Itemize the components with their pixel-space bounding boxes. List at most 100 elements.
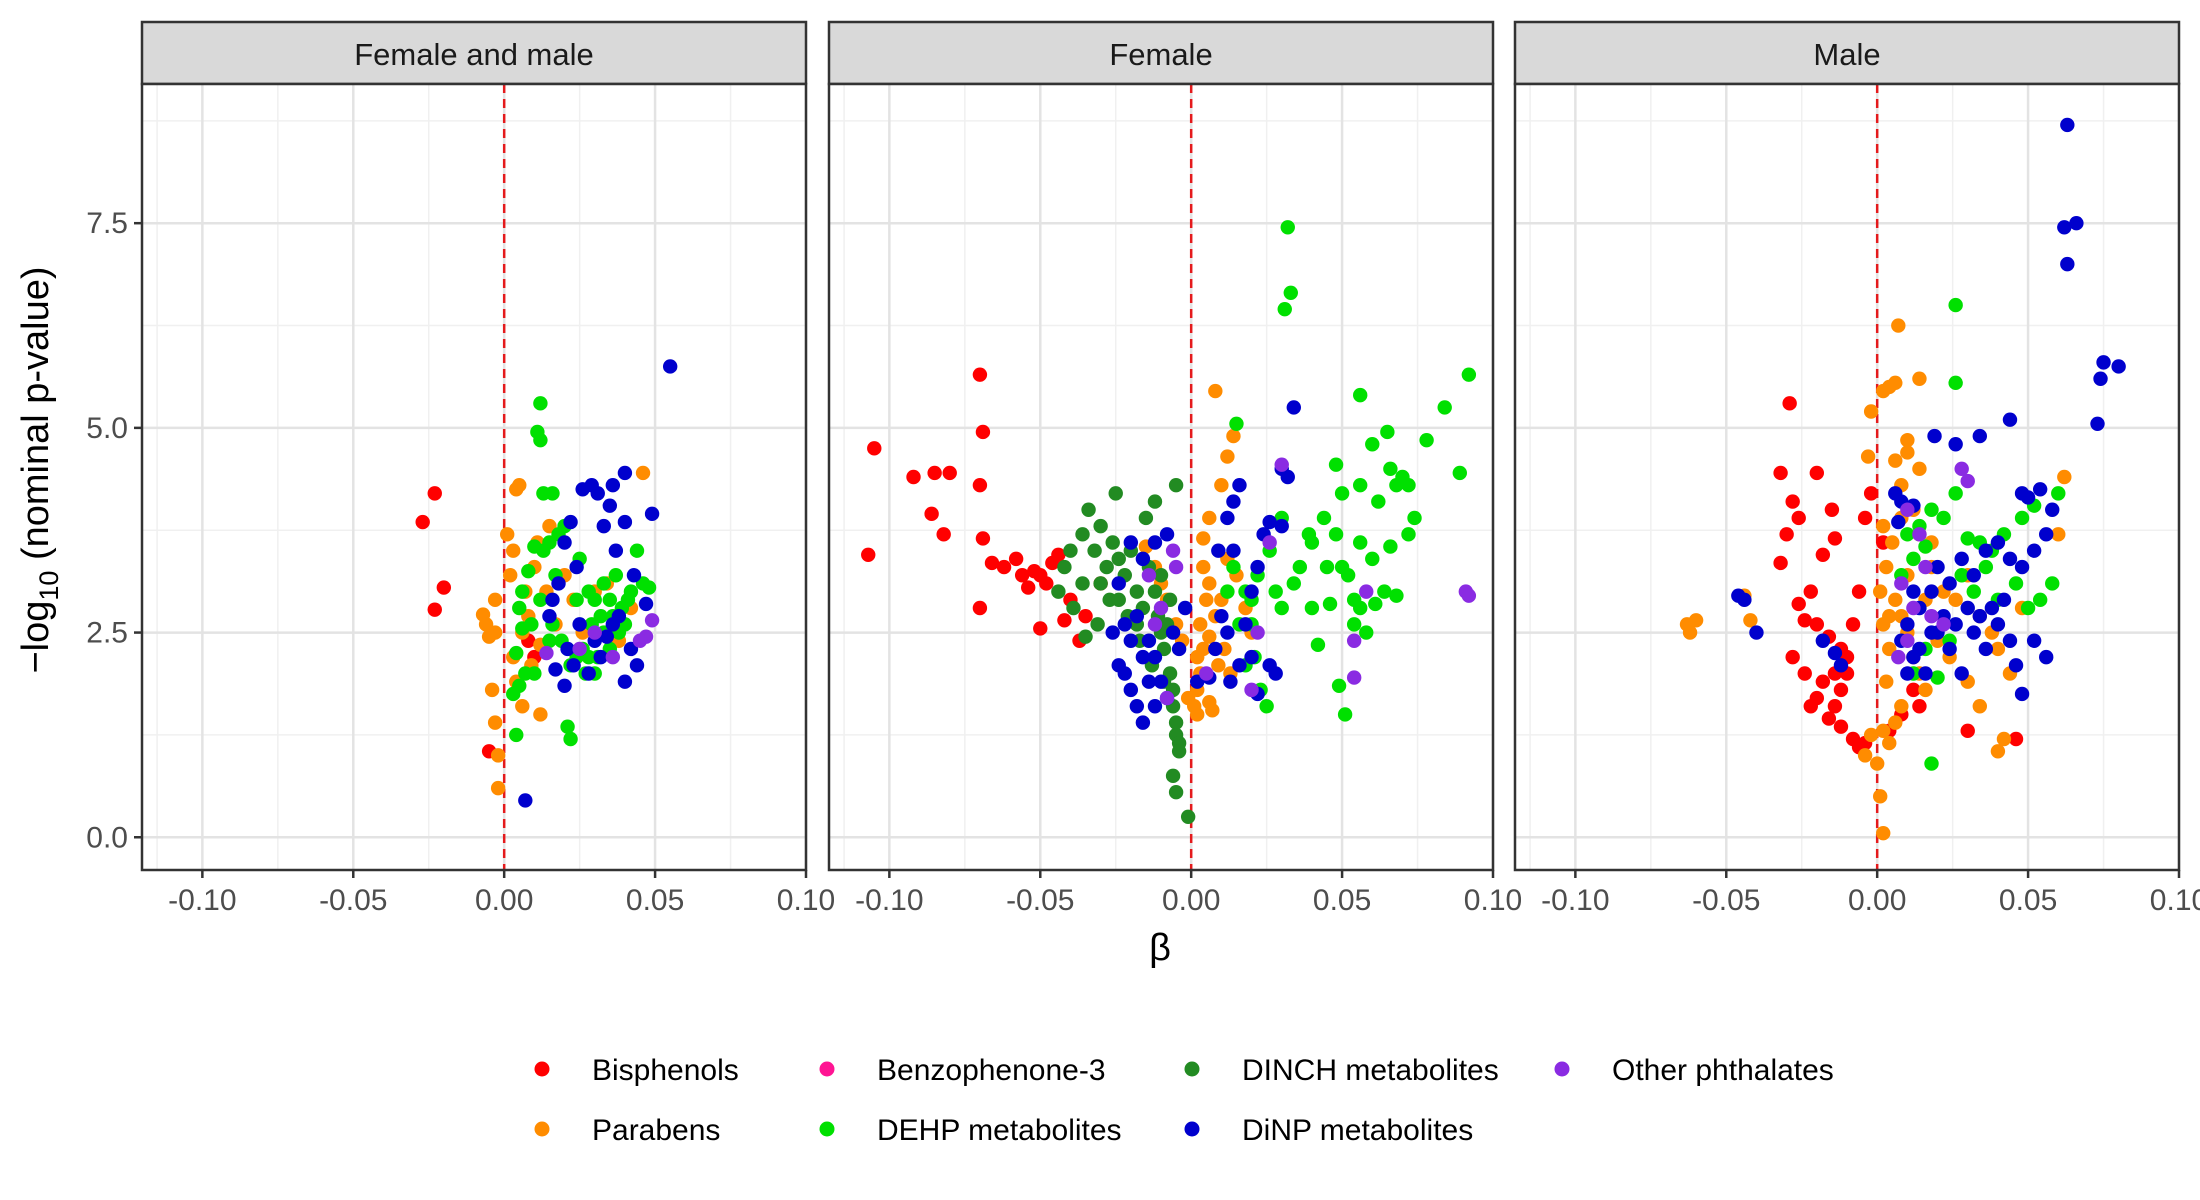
data-point [1168,715,1184,730]
data-point [1918,559,1933,575]
data-point [1996,592,2012,608]
x-tick-label: 0.10 [1464,884,1522,917]
data-point [1845,617,1861,632]
panel-border [1513,82,2181,872]
y-axis-title: −log10 (nominal p-value) [15,266,64,673]
data-point [1220,510,1235,526]
x-tick-label: -0.10 [855,884,923,917]
data-point [1141,674,1157,689]
legend-item: Parabens [534,1114,720,1147]
data-point [1129,584,1145,599]
data-point [2002,551,2018,567]
data-point [629,658,645,673]
data-point [1066,600,1081,616]
data-point [1407,510,1422,526]
x-tick-label: -0.05 [319,884,387,917]
data-point [996,559,1012,575]
data-point [2060,256,2075,272]
data-point [1075,576,1090,591]
data-point [1057,613,1072,628]
x-tick-label: 0.05 [1313,884,1371,917]
data-point [533,707,548,722]
data-point [617,514,633,530]
data-point [1900,445,1915,460]
data-point [1196,641,1211,657]
data-point [509,727,524,743]
data-point [1171,641,1187,657]
data-point [644,506,660,522]
data-point [1803,699,1818,714]
data-point [635,465,651,481]
data-point [436,580,452,595]
data-point [1936,510,1951,526]
data-point [608,568,624,583]
data-point [984,555,1000,571]
data-point [1900,432,1915,448]
data-point [1966,625,1981,640]
legend-key [534,1121,550,1137]
data-point [927,465,942,481]
data-point [972,477,988,493]
data-point [572,617,587,632]
data-point [1888,486,1903,501]
data-point [641,580,657,595]
data-point [596,518,611,534]
series-bisphenols [1773,396,2024,755]
legend-item: DiNP metabolites [1184,1114,1473,1147]
data-point [1078,629,1093,644]
data-point [867,441,882,456]
data-point [1147,494,1163,509]
data-point [629,543,645,558]
data-point [1996,731,2012,747]
data-point [1141,568,1157,583]
data-point [1153,600,1169,616]
data-point [1202,510,1217,526]
legend-item: Bisphenols [534,1054,739,1087]
data-point [1202,576,1217,591]
series-dinp-metabolites [1105,400,1302,730]
data-point [1123,535,1139,550]
data-point [1882,608,1897,624]
data-point [1304,600,1320,616]
x-tick-label: -0.10 [168,884,236,917]
data-point [2026,543,2042,558]
data-point [1168,477,1184,493]
data-point [1117,666,1132,681]
data-point [1873,584,1888,599]
data-point [2069,215,2084,231]
data-point [2093,371,2108,386]
data-point [1220,625,1235,640]
data-point [1966,568,1981,583]
legend-label: Bisphenols [592,1054,739,1087]
data-point [1879,559,1894,575]
data-point [1809,465,1825,481]
x-tick-label: -0.05 [1006,884,1074,917]
data-point [1782,396,1797,411]
data-point [1863,727,1879,743]
data-point [542,608,557,624]
data-point [1244,649,1259,665]
data-point [1108,486,1123,501]
data-point [1135,551,1151,567]
data-point [1322,596,1338,612]
data-point [1900,633,1915,648]
data-point [1942,641,1957,657]
data-point [563,514,578,530]
data-point [1930,670,1945,685]
data-point [1165,543,1181,558]
data-point [1815,633,1831,648]
data-point [1876,825,1891,841]
data-point [1960,473,1975,489]
data-point [2014,559,2030,575]
y-tick-label: 7.5 [86,207,128,240]
data-point [1220,449,1235,464]
data-point [1359,625,1374,640]
data-point [1452,465,1468,481]
data-point [557,535,572,550]
data-point [487,625,503,640]
data-point [569,559,584,575]
data-point [1129,699,1145,714]
data-point [2014,686,2030,702]
data-point [1328,527,1344,542]
data-point [1827,699,1843,714]
